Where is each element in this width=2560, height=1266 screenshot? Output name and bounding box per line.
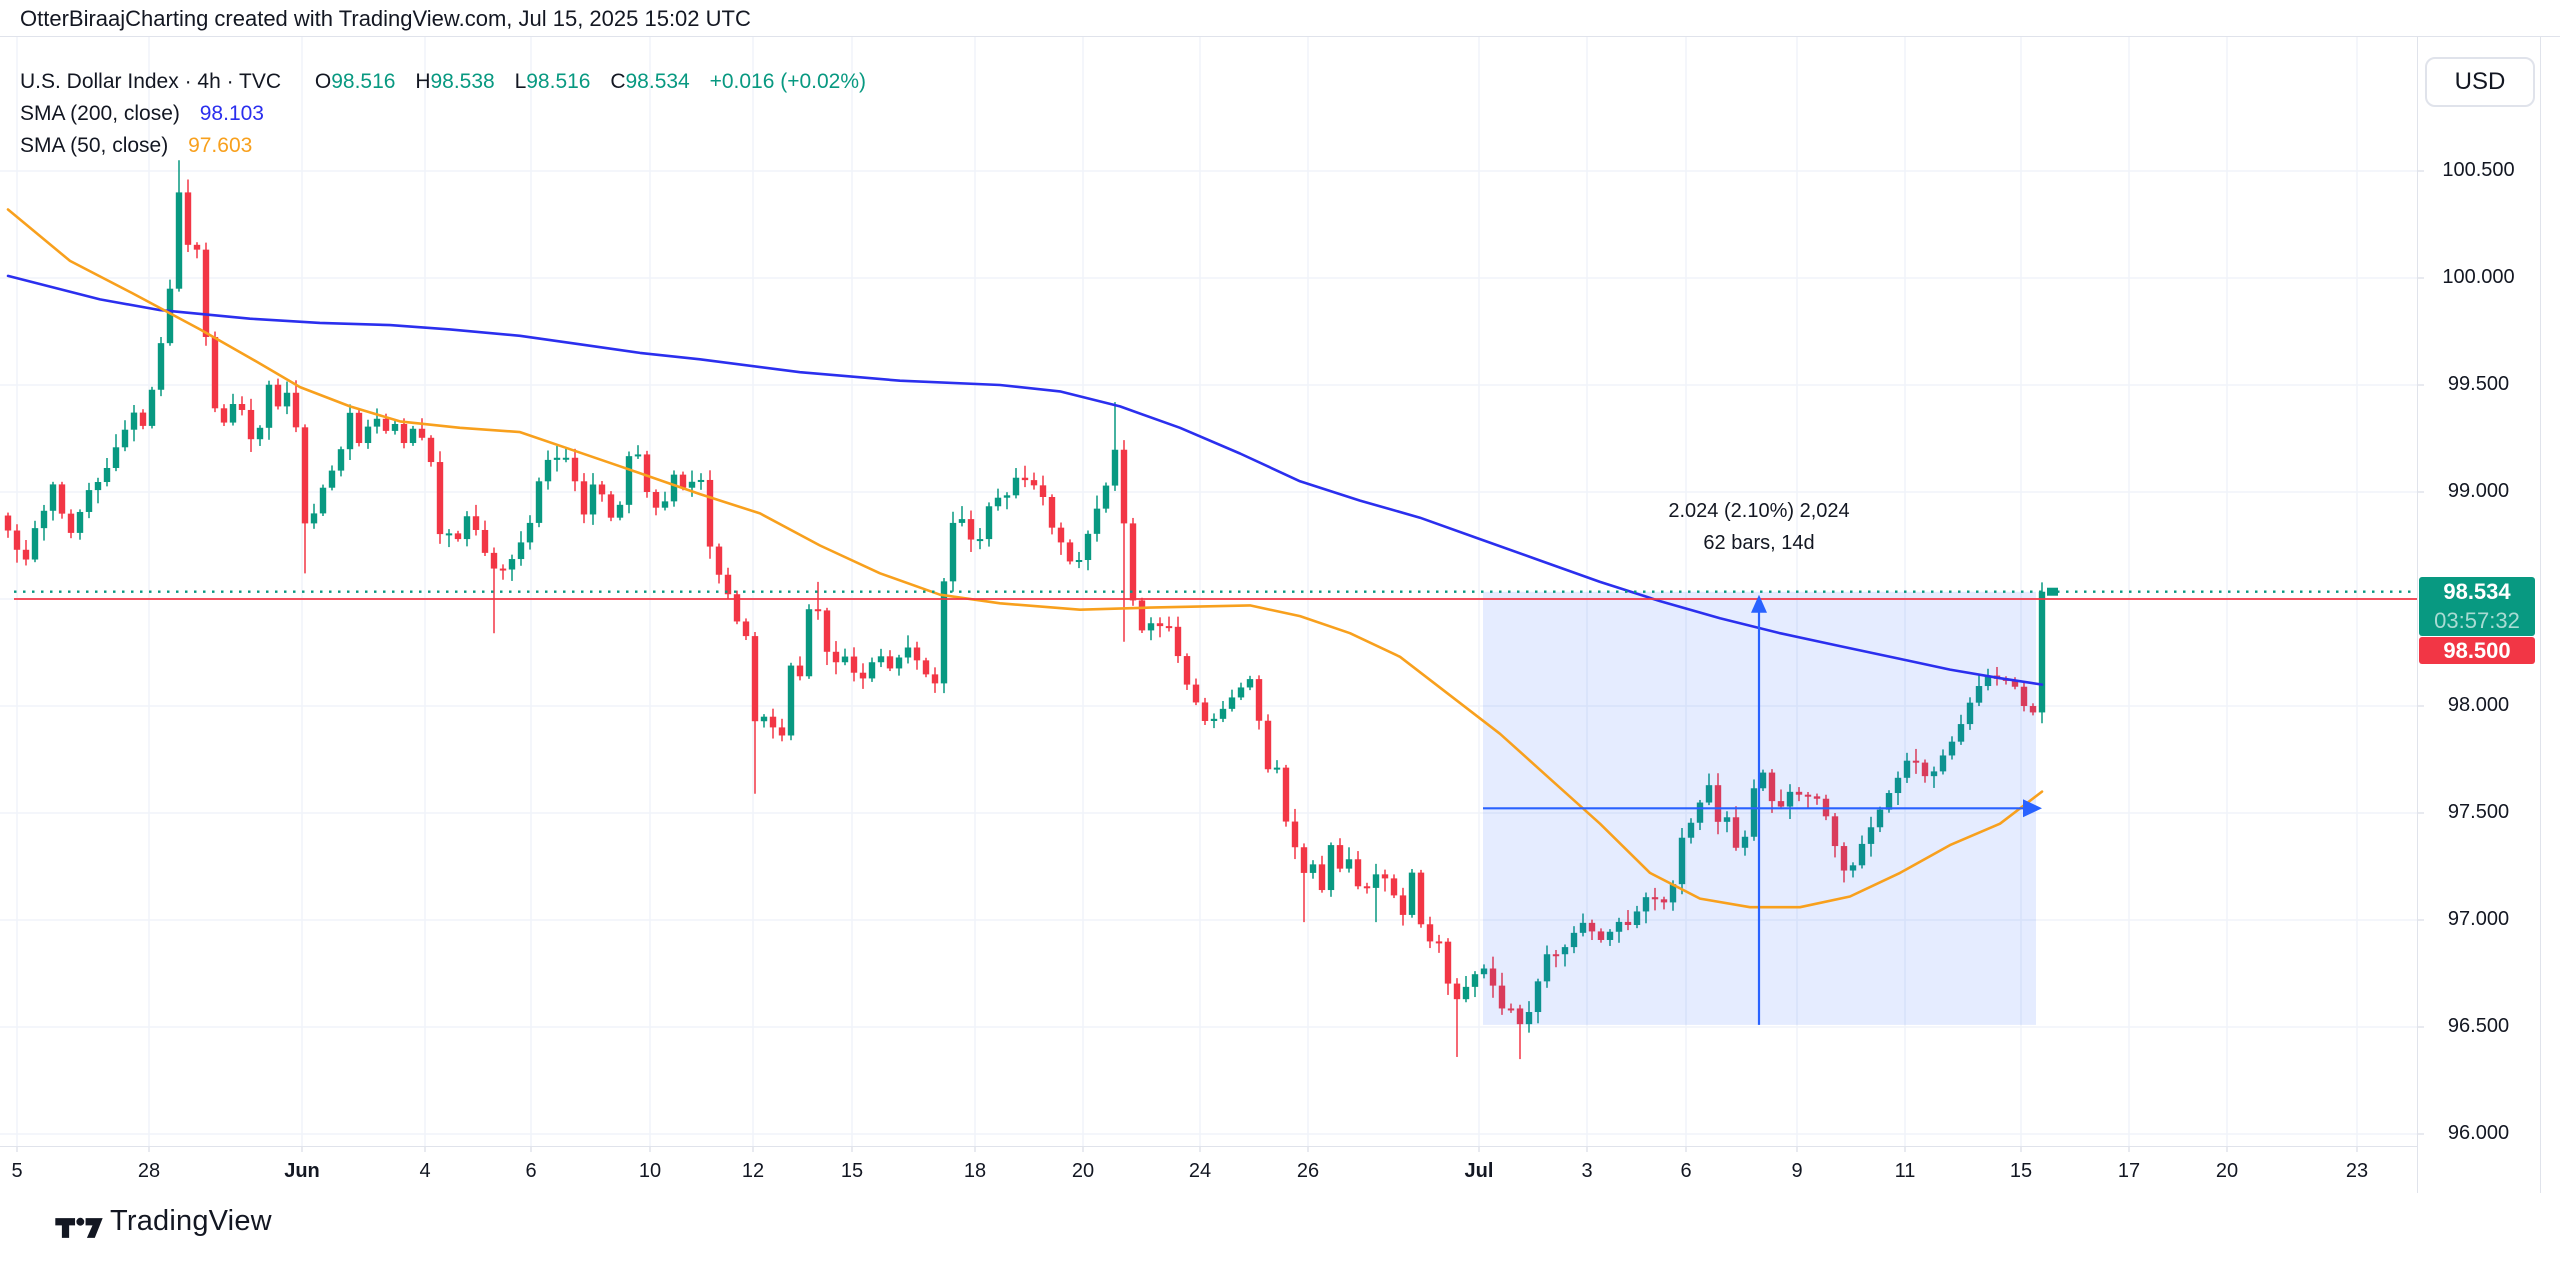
time-axis-label: 5 — [11, 1160, 23, 1182]
time-axis-label: 15 — [2009, 1160, 2033, 1182]
header-divider — [0, 36, 2560, 37]
tradingview-watermark[interactable]: TradingView — [110, 1205, 272, 1237]
symbol-summary-row[interactable]: U.S. Dollar Index · 4h · TVC O98.516 H98… — [20, 66, 866, 98]
open-label: O — [314, 70, 332, 93]
close-value: 98.534 — [625, 70, 690, 93]
measure-bars-text: 62 bars, 14d — [1703, 532, 1815, 554]
indicator-row-sma50[interactable]: SMA (50, close) 97.603 — [20, 130, 866, 162]
high-value: 98.538 — [430, 70, 495, 93]
right-edge-divider — [2540, 36, 2541, 1193]
open-value: 98.516 — [331, 70, 396, 93]
attribution-bar: OtterBiraajCharting created with Trading… — [0, 0, 2560, 36]
price-axis-label: 99.500 — [2447, 373, 2510, 395]
price-axis-label: 100.500 — [2442, 159, 2515, 181]
price-axis-label: 96.500 — [2447, 1015, 2510, 1037]
price-axis-label: 100.000 — [2442, 266, 2515, 288]
time-axis-label: 9 — [1791, 1160, 1803, 1182]
time-axis-label: 24 — [1188, 1160, 1212, 1182]
low-value: 98.516 — [526, 70, 591, 93]
sma200-value: 98.103 — [199, 102, 264, 125]
level-price-badge: 98.500 — [2419, 637, 2535, 664]
measure-tool-label[interactable]: 2.024 (2.10%) 2,024 62 bars, 14d — [1559, 500, 1959, 555]
low-label: L — [514, 70, 527, 93]
last-price-badge: 98.534 03:57:32 — [2419, 577, 2535, 636]
time-axis-label: 6 — [1680, 1160, 1692, 1182]
price-axis-label: 99.000 — [2447, 480, 2510, 502]
time-axis-label: 26 — [1296, 1160, 1320, 1182]
bar-countdown: 03:57:32 — [2434, 608, 2520, 633]
time-axis-label: 6 — [525, 1160, 537, 1182]
price-axis-label: 98.000 — [2447, 694, 2510, 716]
time-axis-label: 20 — [2215, 1160, 2239, 1182]
time-axis-label: 23 — [2345, 1160, 2369, 1182]
time-axis-label: 3 — [1581, 1160, 1593, 1182]
time-axis-label: Jun — [284, 1160, 320, 1182]
time-axis-label: 4 — [419, 1160, 431, 1182]
time-axis-label: 11 — [1894, 1160, 1916, 1182]
sma50-label[interactable]: SMA (50, close) — [20, 134, 169, 157]
time-axis-label: 17 — [2117, 1160, 2141, 1182]
symbol-title[interactable]: U.S. Dollar Index · 4h · TVC — [20, 70, 282, 93]
time-axis-label: 18 — [963, 1160, 987, 1182]
time-axis-label: Jul — [1464, 1160, 1494, 1182]
footer-bar: TradingView — [0, 1193, 2560, 1266]
time-axis-label: 10 — [638, 1160, 662, 1182]
measure-range-text: 2.024 (2.10%) 2,024 — [1668, 500, 1850, 522]
time-axis[interactable]: 5 28 Jun 4 6 10 12 15 18 20 24 26 Jul 3 6 9 11 15 17 20 23 — [0, 1146, 2417, 1193]
price-axis-label: 96.000 — [2447, 1122, 2510, 1144]
last-price-value: 98.534 — [2443, 579, 2511, 604]
time-axis-label: 20 — [1071, 1160, 1095, 1182]
price-axis-divider — [2417, 36, 2418, 1193]
close-label: C — [610, 70, 626, 93]
sma200-label[interactable]: SMA (200, close) — [20, 102, 180, 125]
tradingview-logo-icon[interactable] — [54, 1209, 104, 1252]
time-axis-label: 12 — [741, 1160, 765, 1182]
attribution-text: OtterBiraajCharting created with Trading… — [20, 6, 751, 31]
currency-toggle-button[interactable]: USD — [2425, 57, 2535, 107]
plot-bottom-divider — [0, 1146, 2417, 1147]
price-axis-label: 97.500 — [2447, 801, 2510, 823]
high-label: H — [415, 70, 431, 93]
price-axis-label: 97.000 — [2447, 908, 2510, 930]
change-value: +0.016 (+0.02%) — [709, 70, 867, 93]
time-axis-label: 28 — [137, 1160, 161, 1182]
price-axis[interactable]: 100.500 100.000 99.500 99.000 98.000 97.500 97… — [2417, 36, 2540, 1193]
indicator-row-sma200[interactable]: SMA (200, close) 98.103 — [20, 98, 866, 130]
legend: U.S. Dollar Index · 4h · TVC O98.516 H98… — [20, 66, 866, 162]
time-axis-label: 15 — [840, 1160, 864, 1182]
sma50-value: 97.603 — [188, 134, 253, 157]
